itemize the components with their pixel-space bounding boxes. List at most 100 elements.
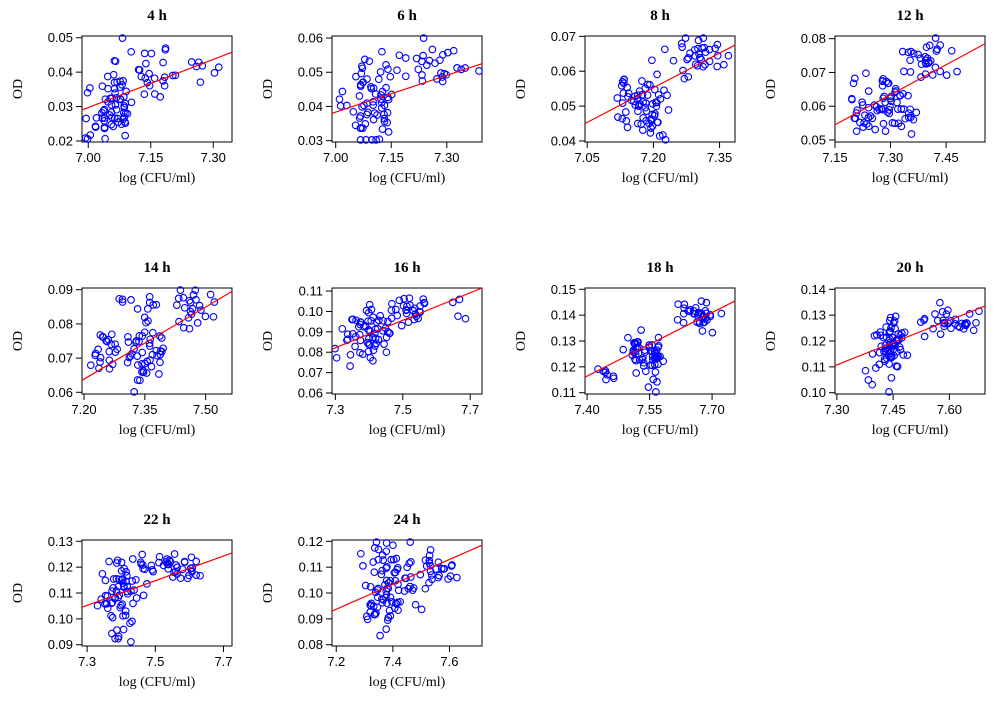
data-point	[435, 571, 443, 580]
data-point	[147, 49, 156, 58]
data-point	[862, 69, 870, 78]
data-point	[944, 306, 952, 315]
data-point	[418, 71, 426, 79]
data-point	[121, 611, 130, 620]
data-point	[383, 108, 392, 117]
data-point	[107, 120, 116, 129]
data-point	[83, 88, 92, 97]
data-point	[613, 94, 622, 102]
data-point	[623, 83, 632, 92]
data-point	[395, 296, 404, 305]
data-point	[614, 113, 622, 121]
data-point	[920, 316, 928, 325]
data-point	[602, 375, 610, 384]
data-point	[96, 353, 105, 362]
x-tick-label: 7.40	[574, 402, 599, 417]
data-point	[358, 350, 367, 358]
data-point	[98, 82, 107, 91]
x-axis-label: log (CFU/ml)	[872, 171, 949, 186]
data-point	[475, 67, 483, 75]
data-point	[848, 95, 856, 104]
data-point	[159, 77, 167, 85]
data-point	[632, 369, 641, 377]
data-point	[618, 78, 627, 86]
data-point	[425, 551, 434, 560]
data-point	[386, 593, 395, 602]
data-point	[358, 124, 367, 133]
data-point	[110, 84, 119, 93]
y-tick-label: 0.12	[48, 560, 73, 575]
data-point	[360, 101, 368, 110]
data-point	[110, 56, 119, 65]
data-point	[128, 577, 137, 585]
x-tick-label: 7.35	[707, 150, 732, 165]
data-point	[101, 576, 110, 585]
data-point	[214, 63, 223, 72]
data-point	[412, 54, 421, 63]
data-point	[696, 53, 704, 62]
data-point	[102, 599, 111, 608]
data-point	[872, 102, 881, 111]
data-point	[417, 605, 426, 614]
data-point	[356, 318, 365, 326]
data-point	[86, 84, 94, 92]
y-tick-label: 0.06	[48, 385, 73, 400]
data-point	[936, 298, 944, 307]
data-point	[383, 118, 392, 127]
x-tick-label: 7.55	[637, 402, 662, 417]
data-point	[972, 318, 980, 327]
data-point	[111, 348, 120, 356]
panel-20h: 20 h 7.30 7.45 7.60 0.10 0.11 0.12 0.13 0.14 log …	[764, 260, 986, 438]
panel-title: 24 h	[393, 512, 421, 528]
y-tick-label: 0.02	[48, 133, 73, 148]
data-point	[105, 364, 114, 373]
data-point	[379, 326, 387, 335]
data-point	[147, 561, 156, 570]
data-point	[196, 78, 205, 87]
data-point	[885, 316, 894, 325]
data-point	[887, 373, 896, 382]
data-point	[377, 570, 386, 579]
data-point	[370, 610, 379, 619]
x-tick-label: 7.45	[933, 150, 958, 165]
x-axis-label: log (CFU/ml)	[119, 675, 196, 690]
data-point	[114, 118, 123, 126]
data-point	[378, 47, 386, 56]
data-point	[387, 306, 396, 315]
data-point	[168, 71, 177, 80]
data-point	[904, 48, 913, 57]
y-tick-label: 0.03	[298, 133, 323, 148]
y-tick-label: 0.05	[298, 65, 323, 80]
data-point	[180, 303, 189, 312]
y-tick-label: 0.06	[551, 64, 576, 79]
plot-frame	[331, 287, 483, 395]
panel-14h: 14 h 7.20 7.35 7.50 0.06 0.07 0.08 0.09 log (CFU…	[11, 260, 233, 438]
regression-line	[331, 544, 483, 612]
data-point	[128, 555, 137, 563]
data-point	[102, 336, 110, 345]
data-point	[118, 575, 127, 583]
data-point	[369, 115, 378, 124]
data-point	[650, 85, 659, 94]
data-point	[369, 356, 377, 365]
data-point	[361, 322, 370, 330]
data-point	[386, 329, 394, 338]
data-point	[851, 114, 860, 123]
data-point	[359, 562, 367, 570]
data-point	[397, 321, 406, 330]
data-point	[660, 45, 669, 54]
data-point	[654, 341, 663, 350]
data-point	[107, 330, 116, 339]
data-point	[888, 119, 897, 127]
data-point	[349, 107, 358, 116]
regression-line	[834, 305, 986, 367]
panel-12h: 12 h 7.15 7.30 7.45 0.05 0.06 0.07 0.08 log (CFU…	[764, 8, 986, 186]
data-point	[901, 114, 910, 123]
panel-title: 8 h	[650, 8, 670, 24]
y-tick-label: 0.04	[48, 65, 73, 80]
data-point	[107, 611, 115, 620]
data-point	[375, 135, 384, 144]
data-point	[439, 50, 447, 59]
data-point	[126, 619, 134, 628]
data-point	[132, 575, 140, 584]
